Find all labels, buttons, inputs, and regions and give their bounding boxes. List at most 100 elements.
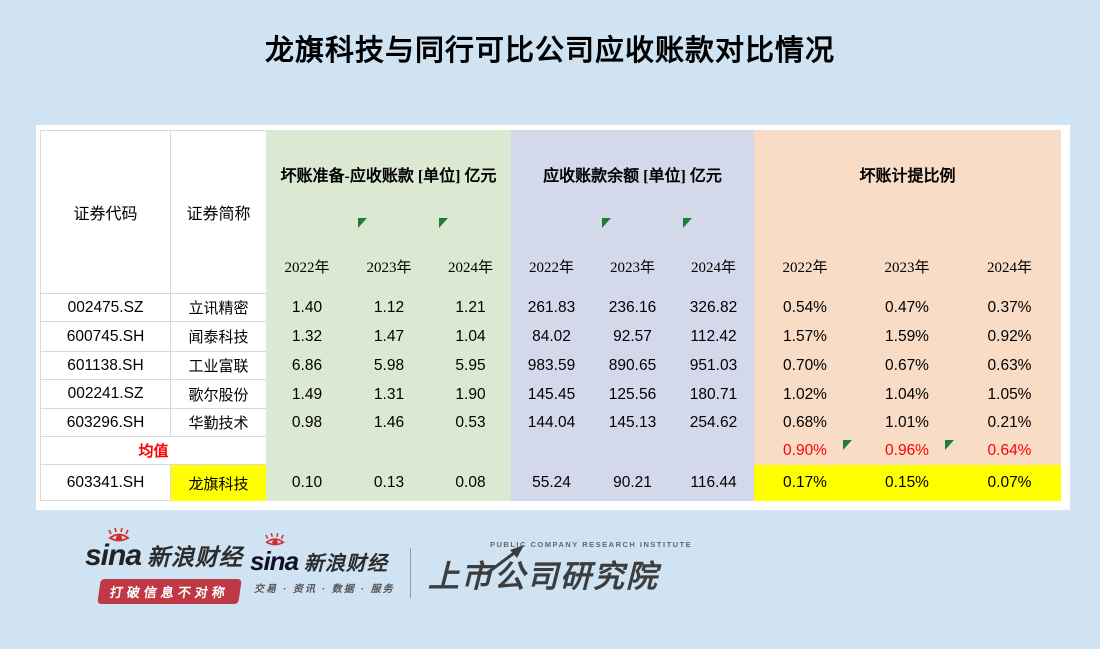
table-cell: 0.98 bbox=[266, 409, 348, 437]
arrow-icon bbox=[485, 545, 524, 576]
sina-finance-cn: 新浪财经 bbox=[147, 544, 244, 570]
sina-services-tagline: 交易 · 资讯 · 数据 · 服务 bbox=[254, 584, 395, 595]
security-code: 603341.SH bbox=[41, 465, 171, 501]
research-institute-logo: PUBLIC COMPANY RESEARCH INSTITUTE 上市公司研究… bbox=[428, 540, 692, 596]
sina-wordmark: sina bbox=[250, 546, 299, 576]
group-title-ratio: 坏账计提比例 bbox=[859, 168, 956, 185]
table-cell-empty bbox=[673, 437, 754, 465]
table-cell-empty bbox=[348, 437, 430, 465]
table-cell: 1.04 bbox=[430, 322, 511, 352]
page-title: 龙旗科技与同行可比公司应收账款对比情况 bbox=[264, 35, 835, 67]
table-cell: 890.65 bbox=[592, 352, 673, 380]
group-header-ratio: 坏账计提比例 2022年 2023年 2024年 bbox=[754, 130, 1061, 294]
comment-flags-row bbox=[511, 218, 754, 238]
security-code: 002475.SZ bbox=[41, 294, 171, 322]
table-cell: 5.95 bbox=[430, 352, 511, 380]
table-cell: 0.53 bbox=[430, 409, 511, 437]
sina-slogan-banner: 打破信息不对称 bbox=[97, 579, 242, 604]
table-cell: 112.42 bbox=[673, 322, 754, 352]
comparison-table: 证券代码 证券简称 坏账准备-应收账款 [单位] 亿元 2022年 2023年 … bbox=[40, 130, 1061, 501]
table-cell: 1.47 bbox=[348, 322, 430, 352]
table-cell: 90.21 bbox=[592, 465, 673, 501]
year-header: 2022年 bbox=[782, 259, 828, 276]
table-cell: 0.70% bbox=[754, 352, 856, 380]
table-cell: 1.01% bbox=[856, 409, 958, 437]
sina-finance-logo: sina 新浪财经 打破信息不对称 bbox=[85, 527, 244, 604]
table-cell: 6.86 bbox=[266, 352, 348, 380]
table-cell: 5.98 bbox=[348, 352, 430, 380]
year-header: 2024年 bbox=[986, 259, 1032, 276]
table-cell: 1.40 bbox=[266, 294, 348, 322]
mean-ratio-value: 0.96% bbox=[885, 442, 929, 459]
col-header-name: 证券简称 bbox=[171, 130, 266, 294]
group-header-provision: 坏账准备-应收账款 [单位] 亿元 2022年 2023年 2024年 bbox=[266, 130, 511, 294]
table-cell-empty bbox=[592, 437, 673, 465]
mean-ratio-value: 0.90% bbox=[783, 442, 827, 459]
group-title-provision: 坏账准备-应收账款 [单位] 亿元 bbox=[280, 168, 497, 185]
table-cell: 145.45 bbox=[511, 380, 592, 409]
comment-flag-icon bbox=[945, 440, 954, 450]
table-cell: 180.71 bbox=[673, 380, 754, 409]
table-cell: 1.49 bbox=[266, 380, 348, 409]
table-cell-empty bbox=[266, 437, 348, 465]
logo-divider bbox=[410, 548, 411, 598]
table-cell: 1.12 bbox=[348, 294, 430, 322]
table-cell: 1.04% bbox=[856, 380, 958, 409]
year-header: 2023年 bbox=[884, 259, 930, 276]
year-header: 2024年 bbox=[447, 259, 493, 276]
table-cell: 1.32 bbox=[266, 322, 348, 352]
table-cell: 1.02% bbox=[754, 380, 856, 409]
mean-ratio-cell: 0.64% bbox=[958, 437, 1061, 465]
security-code: 601138.SH bbox=[41, 352, 171, 380]
table-cell: 0.13 bbox=[348, 465, 430, 501]
comment-flag-icon bbox=[357, 218, 367, 228]
sina-eye-icon bbox=[265, 532, 285, 546]
table-cell-empty bbox=[430, 437, 511, 465]
table-cell: 0.08 bbox=[430, 465, 511, 501]
security-name: 歌尔股份 bbox=[171, 380, 266, 409]
group-title-balance: 应收账款余额 [单位] 亿元 bbox=[543, 168, 722, 185]
table-cell: 1.05% bbox=[958, 380, 1061, 409]
table-cell-highlighted: 0.15% bbox=[856, 465, 958, 501]
table-cell: 254.62 bbox=[673, 409, 754, 437]
table-cell: 0.21% bbox=[958, 409, 1061, 437]
table-cell: 145.13 bbox=[592, 409, 673, 437]
research-institute-title: 上市公司研究院 bbox=[428, 559, 659, 594]
table-cell: 983.59 bbox=[511, 352, 592, 380]
table-cell: 951.03 bbox=[673, 352, 754, 380]
table-cell: 0.63% bbox=[958, 352, 1061, 380]
table-cell: 0.92% bbox=[958, 322, 1061, 352]
sina-finance-logo-2: sina 新浪财经 交易 · 资讯 · 数据 · 服务 bbox=[250, 532, 395, 595]
mean-ratio-cell: 0.90% bbox=[754, 437, 856, 465]
table-cell: 236.16 bbox=[592, 294, 673, 322]
mean-ratio-value: 0.64% bbox=[987, 442, 1032, 459]
table-cell: 1.21 bbox=[430, 294, 511, 322]
comment-flag-icon bbox=[602, 218, 611, 228]
table-cell: 1.31 bbox=[348, 380, 430, 409]
security-code: 002241.SZ bbox=[41, 380, 171, 409]
table-cell: 0.54% bbox=[754, 294, 856, 322]
comment-flag-icon bbox=[439, 218, 449, 228]
table-cell: 1.59% bbox=[856, 322, 958, 352]
table-cell: 116.44 bbox=[673, 465, 754, 501]
table-cell: 1.57% bbox=[754, 322, 856, 352]
group-header-balance: 应收账款余额 [单位] 亿元 2022年 2023年 2024年 bbox=[511, 130, 754, 294]
comment-flag-icon bbox=[843, 440, 852, 450]
table-cell: 0.67% bbox=[856, 352, 958, 380]
year-header: 2023年 bbox=[609, 259, 655, 276]
comment-flag-icon bbox=[683, 218, 692, 228]
security-name: 闻泰科技 bbox=[171, 322, 266, 352]
table-cell: 1.46 bbox=[348, 409, 430, 437]
footer: sina 新浪财经 打破信息不对称 sina 新浪财经 交易 · 资讯 · 数据… bbox=[0, 527, 1100, 649]
comment-flags-row bbox=[266, 218, 511, 238]
research-institute-subtitle: PUBLIC COMPANY RESEARCH INSTITUTE bbox=[490, 540, 693, 549]
sina-finance-cn: 新浪财经 bbox=[304, 553, 389, 575]
table-cell: 125.56 bbox=[592, 380, 673, 409]
table-cell: 144.04 bbox=[511, 409, 592, 437]
table-cell: 1.90 bbox=[430, 380, 511, 409]
table-cell-highlighted: 0.17% bbox=[754, 465, 856, 501]
table-cell: 0.68% bbox=[754, 409, 856, 437]
sina-eye-icon bbox=[108, 527, 130, 542]
mean-row-label: 均值 bbox=[41, 437, 266, 465]
table-cell-empty bbox=[511, 437, 592, 465]
